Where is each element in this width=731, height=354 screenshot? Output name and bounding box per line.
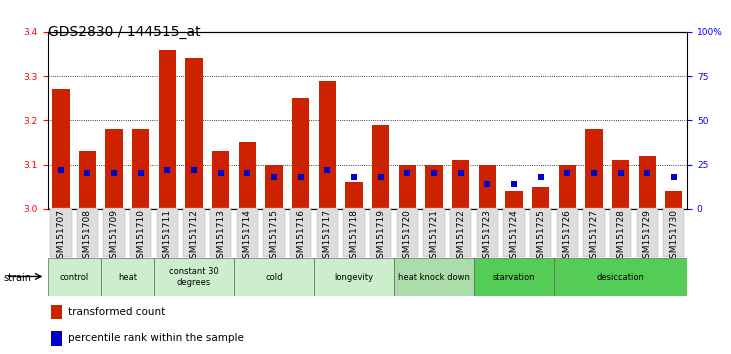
FancyBboxPatch shape <box>503 208 525 257</box>
FancyBboxPatch shape <box>370 208 391 257</box>
FancyBboxPatch shape <box>183 208 205 257</box>
Text: GSM151727: GSM151727 <box>589 209 599 264</box>
Bar <box>186 58 202 209</box>
FancyBboxPatch shape <box>77 208 98 257</box>
FancyBboxPatch shape <box>394 258 474 296</box>
Bar <box>372 125 390 209</box>
Text: GSM151720: GSM151720 <box>403 209 412 264</box>
Bar <box>319 80 336 209</box>
FancyBboxPatch shape <box>156 208 178 257</box>
Bar <box>398 165 416 209</box>
Text: GSM151724: GSM151724 <box>510 209 518 264</box>
FancyBboxPatch shape <box>610 208 631 257</box>
FancyBboxPatch shape <box>154 258 234 296</box>
FancyBboxPatch shape <box>50 208 72 257</box>
Bar <box>612 160 629 209</box>
FancyBboxPatch shape <box>48 258 101 296</box>
FancyBboxPatch shape <box>130 208 151 257</box>
Bar <box>345 182 363 209</box>
Text: GSM151722: GSM151722 <box>456 209 465 264</box>
Text: GSM151729: GSM151729 <box>643 209 651 264</box>
Text: GSM151718: GSM151718 <box>349 209 358 264</box>
Bar <box>159 50 176 209</box>
Bar <box>452 160 469 209</box>
Text: GSM151713: GSM151713 <box>216 209 225 264</box>
Text: heat: heat <box>118 273 137 281</box>
Text: desiccation: desiccation <box>596 273 645 281</box>
FancyBboxPatch shape <box>344 208 365 257</box>
Text: GSM151707: GSM151707 <box>56 209 65 264</box>
Bar <box>638 156 656 209</box>
Bar <box>479 165 496 209</box>
Text: GDS2830 / 144515_at: GDS2830 / 144515_at <box>48 25 200 39</box>
Text: GSM151730: GSM151730 <box>670 209 678 264</box>
Bar <box>51 331 62 346</box>
Bar <box>52 89 69 209</box>
Bar <box>558 165 576 209</box>
FancyBboxPatch shape <box>637 208 658 257</box>
FancyBboxPatch shape <box>237 208 258 257</box>
FancyBboxPatch shape <box>290 208 311 257</box>
FancyBboxPatch shape <box>263 208 284 257</box>
Text: heat knock down: heat knock down <box>398 273 470 281</box>
Text: GSM151712: GSM151712 <box>189 209 199 264</box>
Bar <box>212 151 230 209</box>
FancyBboxPatch shape <box>554 258 687 296</box>
Text: GSM151715: GSM151715 <box>270 209 279 264</box>
FancyBboxPatch shape <box>663 208 684 257</box>
FancyBboxPatch shape <box>234 258 314 296</box>
Bar <box>105 129 123 209</box>
Bar <box>425 165 442 209</box>
Text: GSM151726: GSM151726 <box>563 209 572 264</box>
FancyBboxPatch shape <box>317 208 338 257</box>
Bar <box>665 191 683 209</box>
Text: percentile rank within the sample: percentile rank within the sample <box>68 333 243 343</box>
Bar <box>239 142 256 209</box>
FancyBboxPatch shape <box>101 258 154 296</box>
Text: cold: cold <box>265 273 283 281</box>
Text: strain: strain <box>4 273 31 283</box>
Text: GSM151716: GSM151716 <box>296 209 306 264</box>
FancyBboxPatch shape <box>104 208 125 257</box>
Bar <box>532 187 549 209</box>
FancyBboxPatch shape <box>210 208 232 257</box>
FancyBboxPatch shape <box>474 258 554 296</box>
FancyBboxPatch shape <box>530 208 551 257</box>
Text: starvation: starvation <box>493 273 535 281</box>
Text: GSM151708: GSM151708 <box>83 209 92 264</box>
Bar <box>51 305 62 319</box>
Text: GSM151710: GSM151710 <box>136 209 145 264</box>
Text: control: control <box>59 273 88 281</box>
FancyBboxPatch shape <box>583 208 605 257</box>
Text: constant 30
degrees: constant 30 degrees <box>169 267 219 287</box>
Bar <box>79 151 96 209</box>
Text: GSM151723: GSM151723 <box>482 209 492 264</box>
Text: GSM151709: GSM151709 <box>110 209 118 264</box>
Text: GSM151719: GSM151719 <box>376 209 385 264</box>
Bar <box>505 191 523 209</box>
Bar <box>292 98 309 209</box>
FancyBboxPatch shape <box>477 208 498 257</box>
Bar <box>265 165 283 209</box>
Bar <box>586 129 602 209</box>
Text: GSM151728: GSM151728 <box>616 209 625 264</box>
FancyBboxPatch shape <box>556 208 578 257</box>
FancyBboxPatch shape <box>314 258 394 296</box>
FancyBboxPatch shape <box>423 208 444 257</box>
FancyBboxPatch shape <box>450 208 471 257</box>
Text: transformed count: transformed count <box>68 307 165 317</box>
Text: GSM151711: GSM151711 <box>163 209 172 264</box>
Bar <box>132 129 149 209</box>
Text: longevity: longevity <box>335 273 374 281</box>
Text: GSM151717: GSM151717 <box>323 209 332 264</box>
Text: GSM151721: GSM151721 <box>429 209 439 264</box>
Text: GSM151714: GSM151714 <box>243 209 252 264</box>
Text: GSM151725: GSM151725 <box>536 209 545 264</box>
FancyBboxPatch shape <box>397 208 418 257</box>
